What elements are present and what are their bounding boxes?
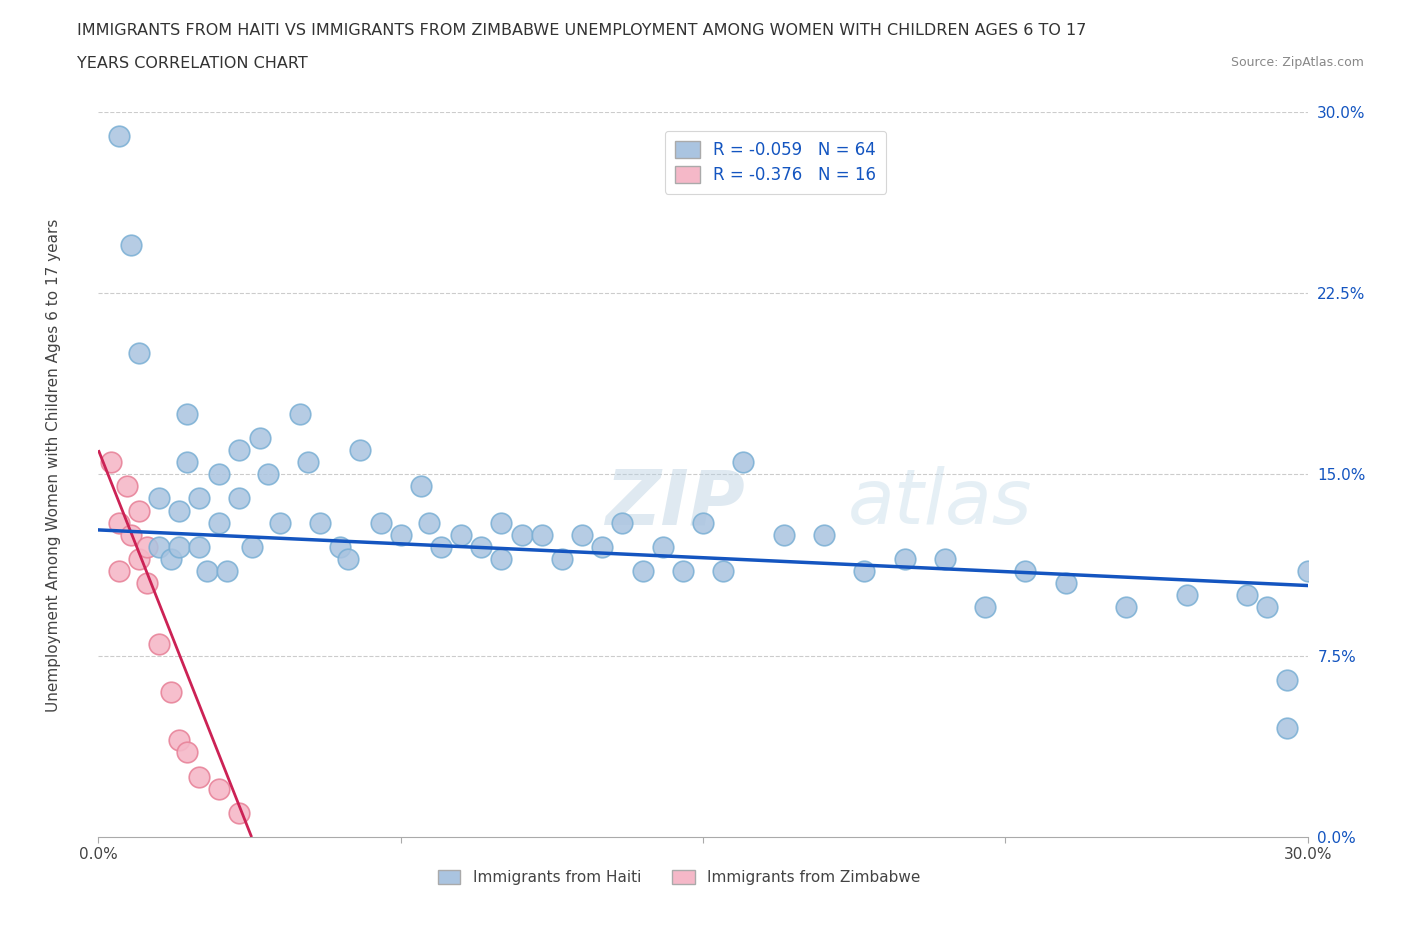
Point xyxy=(120,237,142,252)
Point xyxy=(711,564,734,578)
Point xyxy=(120,527,142,542)
Point xyxy=(530,527,553,542)
Point xyxy=(1236,588,1258,603)
Point xyxy=(228,805,250,820)
Point xyxy=(135,539,157,554)
Point xyxy=(297,455,319,470)
Point xyxy=(208,467,231,482)
Point xyxy=(470,539,492,554)
Point xyxy=(491,551,513,566)
Point xyxy=(853,564,876,578)
Point xyxy=(208,515,231,530)
Point xyxy=(128,346,150,361)
Legend: Immigrants from Haiti, Immigrants from Zimbabwe: Immigrants from Haiti, Immigrants from Z… xyxy=(432,864,927,891)
Point xyxy=(107,564,129,578)
Point xyxy=(228,491,250,506)
Point xyxy=(160,684,183,699)
Text: atlas: atlas xyxy=(848,466,1032,540)
Point xyxy=(176,455,198,470)
Point xyxy=(256,467,278,482)
Point xyxy=(148,539,170,554)
Point xyxy=(651,539,673,554)
Point xyxy=(176,406,198,421)
Point xyxy=(288,406,311,421)
Point xyxy=(115,479,138,494)
Point xyxy=(430,539,453,554)
Point xyxy=(733,455,755,470)
Point xyxy=(1054,576,1077,591)
Point xyxy=(692,515,714,530)
Point xyxy=(491,515,513,530)
Point xyxy=(217,564,239,578)
Point xyxy=(208,781,231,796)
Point xyxy=(672,564,695,578)
Point xyxy=(772,527,794,542)
Text: Unemployment Among Women with Children Ages 6 to 17 years: Unemployment Among Women with Children A… xyxy=(46,219,60,711)
Point xyxy=(1175,588,1198,603)
Point xyxy=(1115,600,1137,615)
Point xyxy=(551,551,574,566)
Point xyxy=(269,515,291,530)
Point xyxy=(893,551,915,566)
Point xyxy=(176,745,198,760)
Point xyxy=(974,600,997,615)
Point xyxy=(510,527,533,542)
Point xyxy=(337,551,360,566)
Point xyxy=(107,515,129,530)
Point xyxy=(249,431,271,445)
Point xyxy=(591,539,613,554)
Point xyxy=(160,551,183,566)
Point xyxy=(1256,600,1278,615)
Point xyxy=(309,515,332,530)
Point xyxy=(813,527,835,542)
Point xyxy=(188,491,211,506)
Text: YEARS CORRELATION CHART: YEARS CORRELATION CHART xyxy=(77,56,308,71)
Text: ZIP: ZIP xyxy=(606,466,747,540)
Point xyxy=(934,551,956,566)
Point xyxy=(135,576,157,591)
Text: Source: ZipAtlas.com: Source: ZipAtlas.com xyxy=(1230,56,1364,69)
Point xyxy=(240,539,263,554)
Point xyxy=(409,479,432,494)
Point xyxy=(571,527,593,542)
Point xyxy=(418,515,440,530)
Point xyxy=(450,527,472,542)
Point xyxy=(612,515,634,530)
Point xyxy=(100,455,122,470)
Point xyxy=(128,503,150,518)
Point xyxy=(631,564,654,578)
Point xyxy=(349,443,371,458)
Point xyxy=(1296,564,1319,578)
Point xyxy=(167,503,190,518)
Point xyxy=(148,491,170,506)
Point xyxy=(1014,564,1036,578)
Point xyxy=(228,443,250,458)
Point xyxy=(148,636,170,651)
Point xyxy=(188,539,211,554)
Point xyxy=(370,515,392,530)
Point xyxy=(1277,721,1299,736)
Point xyxy=(329,539,352,554)
Point xyxy=(195,564,218,578)
Text: IMMIGRANTS FROM HAITI VS IMMIGRANTS FROM ZIMBABWE UNEMPLOYMENT AMONG WOMEN WITH : IMMIGRANTS FROM HAITI VS IMMIGRANTS FROM… xyxy=(77,23,1087,38)
Point xyxy=(167,733,190,748)
Point xyxy=(167,539,190,554)
Point xyxy=(107,128,129,143)
Point xyxy=(188,769,211,784)
Point xyxy=(1277,672,1299,687)
Point xyxy=(389,527,412,542)
Point xyxy=(128,551,150,566)
